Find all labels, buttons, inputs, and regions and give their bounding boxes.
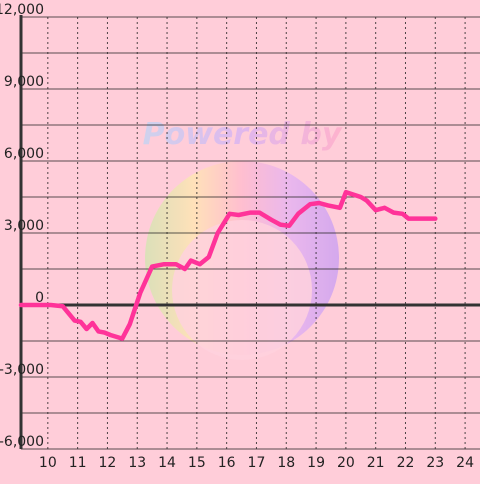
data-point <box>228 212 232 216</box>
grid <box>21 16 480 450</box>
data-point <box>365 199 369 203</box>
x-tick-label: 15 <box>188 455 206 471</box>
x-tick-label: 24 <box>456 455 474 471</box>
x-tick-label: 13 <box>128 455 146 471</box>
watermark-figure <box>172 220 312 360</box>
x-tick-label: 16 <box>218 455 236 471</box>
y-tick-label: 3,000 <box>4 218 44 234</box>
data-point <box>236 213 241 217</box>
data-point <box>359 195 363 199</box>
data-point <box>138 291 142 295</box>
data-point <box>189 259 193 263</box>
data-point <box>400 212 405 216</box>
data-point <box>296 212 300 216</box>
data-point <box>287 224 291 228</box>
x-tick-label: 12 <box>99 455 117 471</box>
x-tick-label: 14 <box>158 455 176 471</box>
y-tick-label: 12,000 <box>0 2 44 18</box>
data-point <box>344 190 348 194</box>
watermark-text: Powered by <box>143 117 343 152</box>
watermark-logo: Powered by <box>143 117 343 360</box>
data-point <box>49 303 53 307</box>
series-group <box>18 189 438 341</box>
data-point <box>90 321 95 325</box>
y-tick-label: -6,000 <box>0 434 44 450</box>
x-tick-label: 23 <box>426 455 444 471</box>
data-point <box>248 211 253 215</box>
data-point <box>433 217 437 221</box>
data-point <box>317 201 321 205</box>
data-point <box>326 203 330 207</box>
x-tick-label: 11 <box>69 455 87 471</box>
data-point <box>174 262 178 266</box>
tick-labels: 12,000 9,000 6,000 3,000 0 -3,000 -6,000 10 11 12… <box>0 2 474 471</box>
x-tick-label: 10 <box>39 455 57 471</box>
data-point <box>84 327 89 331</box>
x-tick-label: 20 <box>337 455 355 471</box>
x-tick-label: 22 <box>397 455 415 471</box>
y-tick-label: -3,000 <box>0 362 44 378</box>
data-point <box>278 223 282 227</box>
data-point <box>257 211 262 215</box>
data-point <box>198 262 202 266</box>
data-point <box>96 329 101 333</box>
y-tick-label: 9,000 <box>4 74 44 90</box>
data-point <box>162 262 166 266</box>
data-point <box>102 331 107 335</box>
data-point <box>269 218 273 222</box>
data-point <box>374 208 378 212</box>
data-point <box>338 206 342 210</box>
x-tick-label: 18 <box>277 455 295 471</box>
data-point <box>207 255 211 259</box>
data-point <box>308 202 312 206</box>
x-tick-label: 21 <box>367 455 385 471</box>
data-point <box>128 322 132 326</box>
data-point <box>150 265 154 269</box>
data-point <box>383 206 387 210</box>
data-point <box>108 333 113 337</box>
data-point <box>183 267 187 271</box>
data-point <box>216 231 220 235</box>
x-tick-label: 17 <box>248 455 266 471</box>
y-tick-label: 0 <box>35 290 44 306</box>
data-point <box>120 337 124 341</box>
axes <box>19 15 480 449</box>
data-point <box>19 303 23 307</box>
y-tick-label: 6,000 <box>4 146 44 162</box>
data-point <box>424 217 428 221</box>
data-point <box>415 217 420 221</box>
data-point <box>391 211 396 215</box>
data-point <box>79 320 83 324</box>
data-point <box>73 319 77 323</box>
data-point <box>61 304 65 308</box>
x-tick-label: 19 <box>307 455 325 471</box>
data-point <box>406 217 411 221</box>
